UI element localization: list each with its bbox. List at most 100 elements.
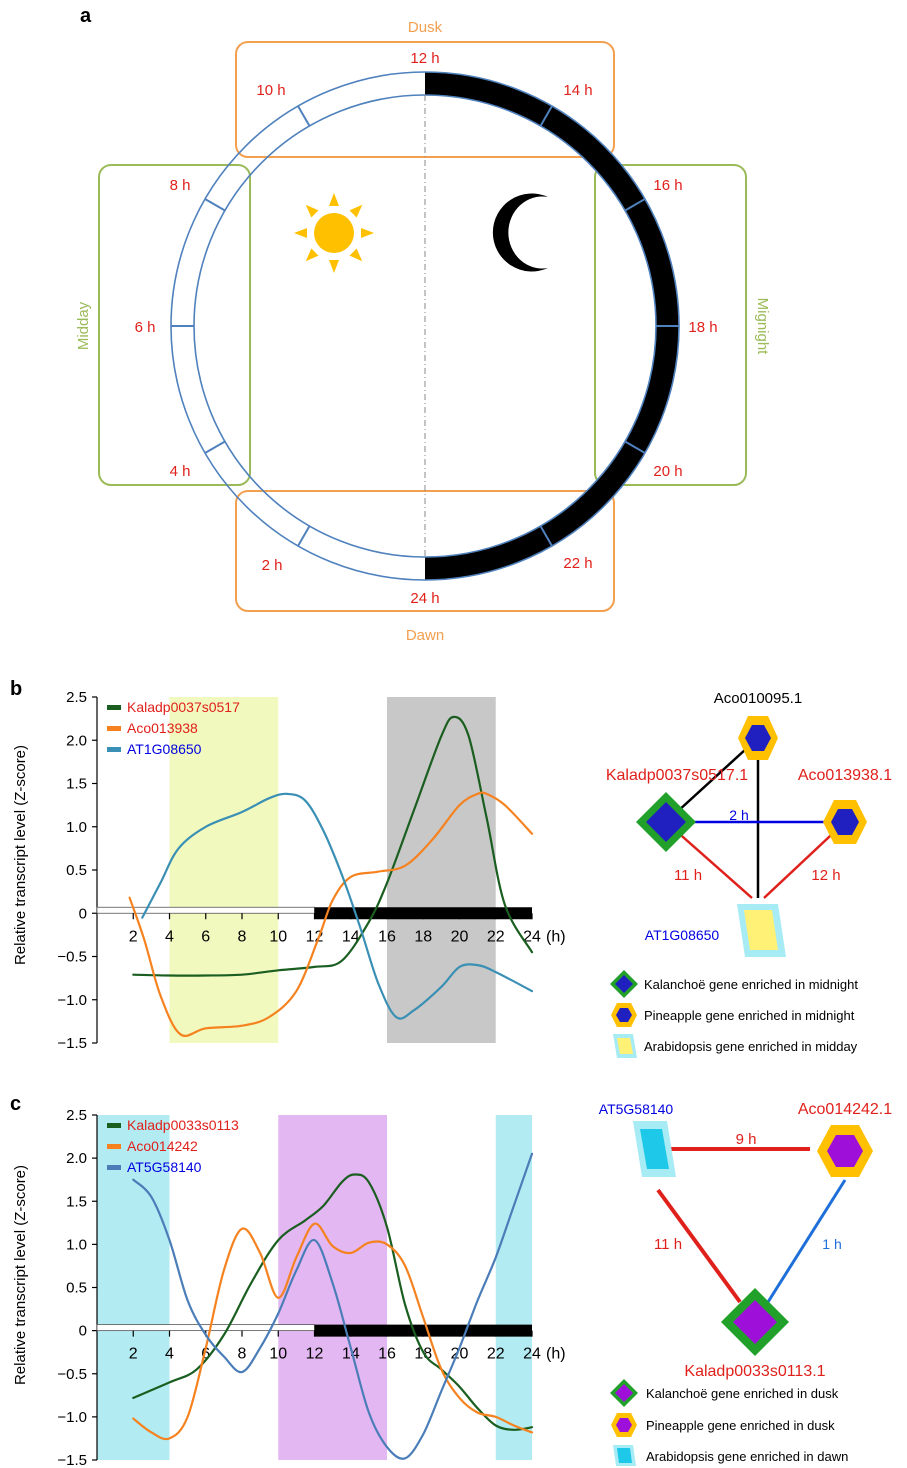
clock-tick (624, 440, 646, 454)
sun-ray (294, 228, 307, 238)
chart-c-xtick-label: 2 (129, 1346, 138, 1363)
chart-b-xtick-label: 8 (238, 928, 247, 945)
chart-c-xtick-label: 10 (269, 1346, 287, 1363)
chart-b-xtick-label: 14 (342, 928, 360, 945)
chart-b-light-bar (96, 906, 315, 914)
chart-c-xtick-label: 12 (306, 1346, 324, 1363)
chart-c-ytick-label: 0 (79, 1323, 87, 1340)
node-kaladp0033s0113-1 (721, 1288, 789, 1356)
chart-c-shaded-region-0 (97, 1115, 170, 1460)
clock-tick (297, 105, 311, 127)
chart-c-ylabel: Relative transcript level (Z-score) (12, 1165, 29, 1385)
chart-b-xtick-label: 4 (165, 928, 174, 945)
chart-b-legend-label-0: Kaladp0037s0517 (127, 699, 240, 715)
chart-c-legend-swatch-1 (107, 1144, 121, 1149)
chart-c-series-kaladp0033s0113 (132, 1173, 534, 1431)
panel-c: c Relative transcript level (Z-score) 2.… (10, 1093, 892, 1468)
legend-c-item-1: Kalanchoë gene enriched in dusk (646, 1386, 839, 1401)
chart-c-xtick-label: 24 (523, 1346, 541, 1363)
chart-c-shaded-region-1 (278, 1115, 387, 1460)
legend-c: Kalanchoë gene enriched in dusk Pineappl… (610, 1379, 848, 1466)
network-b: Aco010095.1 Kaladp0037s0517.1 Aco013938.… (606, 690, 892, 1058)
midday-box (98, 164, 251, 486)
hour-label-24: 24 h (410, 590, 439, 607)
sun-ray (361, 228, 374, 238)
node-aco014242-1 (817, 1125, 873, 1177)
chart-b-legend-swatch-2 (107, 747, 121, 752)
node-kaladp0037s0517-1 (636, 792, 696, 852)
chart-b-xtick-label: 2 (129, 928, 138, 945)
legend-c-pineapple-icon (611, 1413, 637, 1437)
chart-b-xtick-label: 18 (414, 928, 432, 945)
chart-c-legend-swatch-0 (107, 1123, 121, 1128)
sun-ray (349, 204, 363, 218)
chart-b-shaded-region-1 (387, 697, 496, 1043)
legend-c-arabidopsis-icon (613, 1445, 636, 1466)
chart-b-ytick-label: 2.5 (66, 689, 87, 706)
sun-icon (294, 193, 374, 273)
sun-ray (329, 193, 339, 206)
hour-label-12: 12 h (410, 50, 439, 67)
edge-label-11h: 11 h (674, 867, 702, 884)
chart-b-legend-swatch-0 (107, 705, 121, 710)
chart-c: 2.52.01.51.00.50−0.5−1.0−1.52 4 6 8 10 12 14 16… (57, 1107, 565, 1468)
chart-b-xtick-label: 22 (487, 928, 505, 945)
node-aco010095-1 (738, 716, 778, 760)
chart-c-xtick-label: 4 (165, 1346, 174, 1363)
chart-c-xtick-label: 8 (238, 1346, 247, 1363)
hour-label-14: 14 h (563, 82, 592, 99)
chart-b-ytick-label: 1.0 (66, 819, 87, 836)
dusk-label: Dusk (408, 19, 443, 36)
chart-c-series-at5g58140 (132, 1152, 534, 1460)
edge-aco014242-kaladp0033 (766, 1179, 847, 1303)
panel-c-letter: c (10, 1093, 21, 1115)
sun-ray (329, 260, 339, 273)
clock-tick (297, 525, 311, 547)
chart-b-ytick-label: 0 (79, 905, 87, 922)
edge-label-9h: 9 h (736, 1131, 757, 1148)
chart-b-xtick-label: 20 (451, 928, 469, 945)
edge-at5g58140-kaladp0033 (656, 1188, 742, 1304)
night-ring (425, 72, 679, 580)
hour-label-2: 2 h (262, 557, 283, 574)
panel-b-letter: b (10, 678, 22, 700)
chart-b-xtick-label: 24 (523, 928, 541, 945)
chart-b-ylabel: Relative transcript level (Z-score) (12, 745, 29, 965)
chart-b-series-kaladp0037s0517 (132, 715, 534, 977)
chart-c-ytick-label: 2.0 (66, 1150, 87, 1167)
node-label-kaladp0033s0113-1: Kaladp0033s0113.1 (684, 1363, 825, 1380)
node-label-aco010095-1: Aco010095.1 (714, 690, 802, 707)
chart-b-ytick-label: 0.5 (66, 862, 87, 879)
legend-c-item-3: Arabidopsis gene enriched in dawn (646, 1449, 848, 1464)
legend-b: Kalanchoë gene enriched in midnight Pine… (610, 970, 858, 1058)
panel-b: b Relative transcript level (Z-score) 2.… (10, 678, 892, 1058)
node-label-aco013938-1: Aco013938.1 (798, 767, 892, 784)
chart-b-ytick-label: −1.0 (57, 992, 87, 1009)
legend-c-kalanchoe-icon (610, 1379, 638, 1407)
midday-label: Midday (75, 301, 92, 350)
legend-c-item-2: Pineapple gene enriched in dusk (646, 1418, 835, 1433)
chart-c-legend-label-1: Aco014242 (127, 1138, 198, 1154)
edge-label-12h: 12 h (811, 867, 840, 884)
hour-label-18: 18 h (688, 319, 717, 336)
chart-b-xtick-label: 16 (378, 928, 396, 945)
chart-b-xtick-label: 6 (201, 928, 210, 945)
chart-b-legend-label-2: AT1G08650 (127, 741, 202, 757)
chart-c-ytick-label: 1.5 (66, 1193, 87, 1210)
hour-label-22: 22 h (563, 555, 592, 572)
chart-c-series-aco014242 (132, 1222, 534, 1441)
node-label-at1g08650: AT1G08650 (645, 927, 720, 943)
chart-c-legend-label-2: AT5G58140 (127, 1159, 202, 1175)
chart-c-legend-label-0: Kaladp0033s0113 (127, 1117, 239, 1133)
chart-b-legend-label-1: Aco013938 (127, 720, 198, 736)
chart-c-xtick-label: 16 (378, 1346, 396, 1363)
chart-c-xtick-label: 22 (487, 1346, 505, 1363)
chart-b-xtick-label: 10 (269, 928, 287, 945)
node-aco013938-1 (823, 800, 867, 844)
legend-b-kalanchoe-icon (610, 970, 638, 998)
dawn-label: Dawn (406, 627, 444, 644)
chart-b-xtick-label: 12 (306, 928, 324, 945)
chart-c-xtick-label: 14 (342, 1346, 360, 1363)
hour-label-8: 8 h (170, 177, 191, 194)
